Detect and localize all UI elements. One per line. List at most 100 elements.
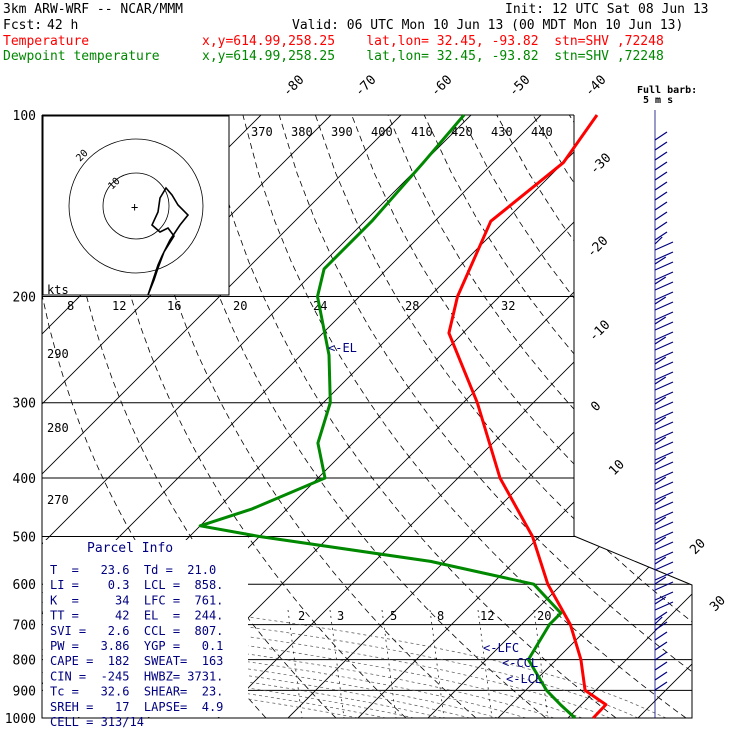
pressure-tick-label: 200	[13, 291, 36, 306]
isotherm-label: 20	[687, 536, 709, 558]
pressure-tick-label: 700	[13, 619, 36, 634]
parcel-info-row: CAPE = 182 SWEAT= 163	[50, 654, 223, 668]
parcel-info-row: PW = 3.86 YGP = 0.1	[50, 639, 223, 653]
dry-adiabat-line	[532, 115, 692, 718]
wind-barb-half	[654, 416, 667, 425]
theta-label: 400	[371, 125, 393, 139]
wind-barb-half	[654, 516, 667, 525]
isotherm-line	[427, 115, 692, 718]
moist-adiabat-line	[42, 296, 639, 718]
theta-label: 380	[291, 125, 313, 139]
wind-barb	[654, 511, 674, 521]
isotherm-line	[42, 115, 332, 718]
isotherm-label: 10	[606, 457, 628, 479]
moist-adiabat-line	[42, 296, 667, 718]
wind-barb-half	[654, 336, 667, 345]
dry-adiabat-line	[133, 115, 477, 718]
isotherm-label: 0	[588, 399, 604, 415]
isotherm-line	[217, 115, 692, 718]
ccl-marker: <-CCL	[502, 656, 538, 670]
parcel-info-row: SREH = 17 LAPSE= 4.9	[50, 700, 223, 714]
wind-barb	[654, 661, 668, 671]
valid-time: Valid: 06 UTC Mon 10 Jun 13 (00 MDT Mon …	[292, 18, 683, 33]
wind-barb	[654, 531, 674, 541]
mixing-ratio-label: 16	[167, 299, 181, 313]
pressure-tick-label: 900	[13, 684, 36, 699]
dry-adiabat-line	[641, 115, 692, 718]
wind-barb	[654, 401, 674, 411]
wind-barb	[654, 431, 674, 441]
mixing-ratio-line	[381, 609, 397, 718]
wind-barb	[654, 211, 668, 221]
mixing-ratio-line	[329, 609, 345, 718]
wind-barb	[654, 591, 674, 601]
dry-adiabat-line	[387, 115, 692, 718]
parcel-info-title: Parcel Info	[87, 541, 173, 556]
parcel-info-panel: Parcel Info T = 23.6 Td = 21.0LI = 0.3 L…	[43, 540, 248, 729]
wind-barb	[654, 471, 674, 481]
wind-barb	[654, 341, 674, 351]
wind-barb	[654, 251, 674, 261]
wind-barb	[654, 301, 674, 311]
legend-temperature-name: Temperature	[3, 34, 89, 49]
wind-barb-half	[654, 616, 663, 625]
hodograph-ring-10	[102, 172, 170, 240]
isotherm-line	[637, 115, 692, 718]
isotherm-label: 30	[707, 593, 729, 615]
isotherm-line	[708, 115, 740, 718]
parcel-info-row: Tc = 32.6 SHEAR= 23.	[50, 685, 223, 699]
wind-barb	[654, 421, 674, 431]
wind-barb-half	[654, 556, 667, 565]
wind-barb	[654, 581, 674, 591]
wind-barb	[654, 631, 668, 641]
parcel-info-rows: T = 23.6 Td = 21.0LI = 0.3 LCL = 858.K =…	[50, 563, 223, 729]
pressure-tick-label: 500	[13, 530, 36, 545]
wind-barb	[654, 561, 674, 571]
isotherm-label: -50	[506, 73, 533, 100]
moist-adiabat-line	[42, 296, 471, 718]
wind-barb	[654, 161, 668, 171]
dry-adiabat-line	[677, 115, 692, 718]
pressure-tick-label: 100	[13, 109, 36, 124]
dry-adiabat-line	[496, 115, 692, 718]
hodograph-trace	[147, 186, 190, 296]
wind-barb-half	[654, 576, 667, 585]
wind-barb	[654, 221, 668, 231]
dry-adiabat-line	[605, 115, 692, 718]
wind-barb-half	[654, 276, 667, 285]
parcel-info-bg	[43, 540, 248, 717]
wind-barb	[654, 191, 668, 201]
wind-barb	[654, 391, 674, 401]
wind-barb	[654, 241, 674, 251]
dry-adiabat-line	[242, 115, 687, 718]
dry-adiabat-line	[42, 115, 267, 718]
wind-barb	[654, 181, 668, 191]
isotherm-label: -20	[584, 234, 611, 261]
barb-title-line1: Full barb:	[637, 85, 697, 96]
theta-label: 410	[411, 125, 433, 139]
wind-barb	[654, 611, 668, 621]
wind-barb	[654, 141, 668, 151]
parcel-info-row: TT = 42 EL = 244.	[50, 609, 223, 623]
legend-temperature-location: x,y=614.99,258.25 lat,lon= 32.45, -93.82…	[202, 34, 664, 49]
dry-adiabat-line	[423, 115, 692, 718]
theta-e-label: 290	[47, 347, 69, 361]
wind-barb	[654, 361, 674, 371]
wind-barb-half	[654, 236, 663, 245]
hodograph: 20 10 +	[42, 115, 230, 296]
pressure-tick-label: 800	[13, 654, 36, 669]
wind-barb	[654, 641, 668, 651]
wind-barb	[654, 411, 674, 421]
wind-barb-half	[654, 296, 667, 305]
parcel-info-row: CIN = -245 HWBZ= 3731.	[50, 669, 223, 683]
isotherm-line	[567, 115, 692, 718]
plot-frame	[41, 115, 693, 719]
parcel-info-row: LI = 0.3 LCL = 858.	[50, 578, 223, 592]
mixing-ratio-low-label: 5	[390, 609, 397, 623]
theta-e-label: 280	[47, 421, 69, 435]
mixing-ratio-label: 32	[501, 299, 515, 313]
model-title: 3km ARW-WRF -- NCAR/MMM	[3, 2, 183, 17]
parcel-info-row: T = 23.6 Td = 21.0	[50, 563, 216, 577]
wind-barb	[654, 541, 674, 551]
